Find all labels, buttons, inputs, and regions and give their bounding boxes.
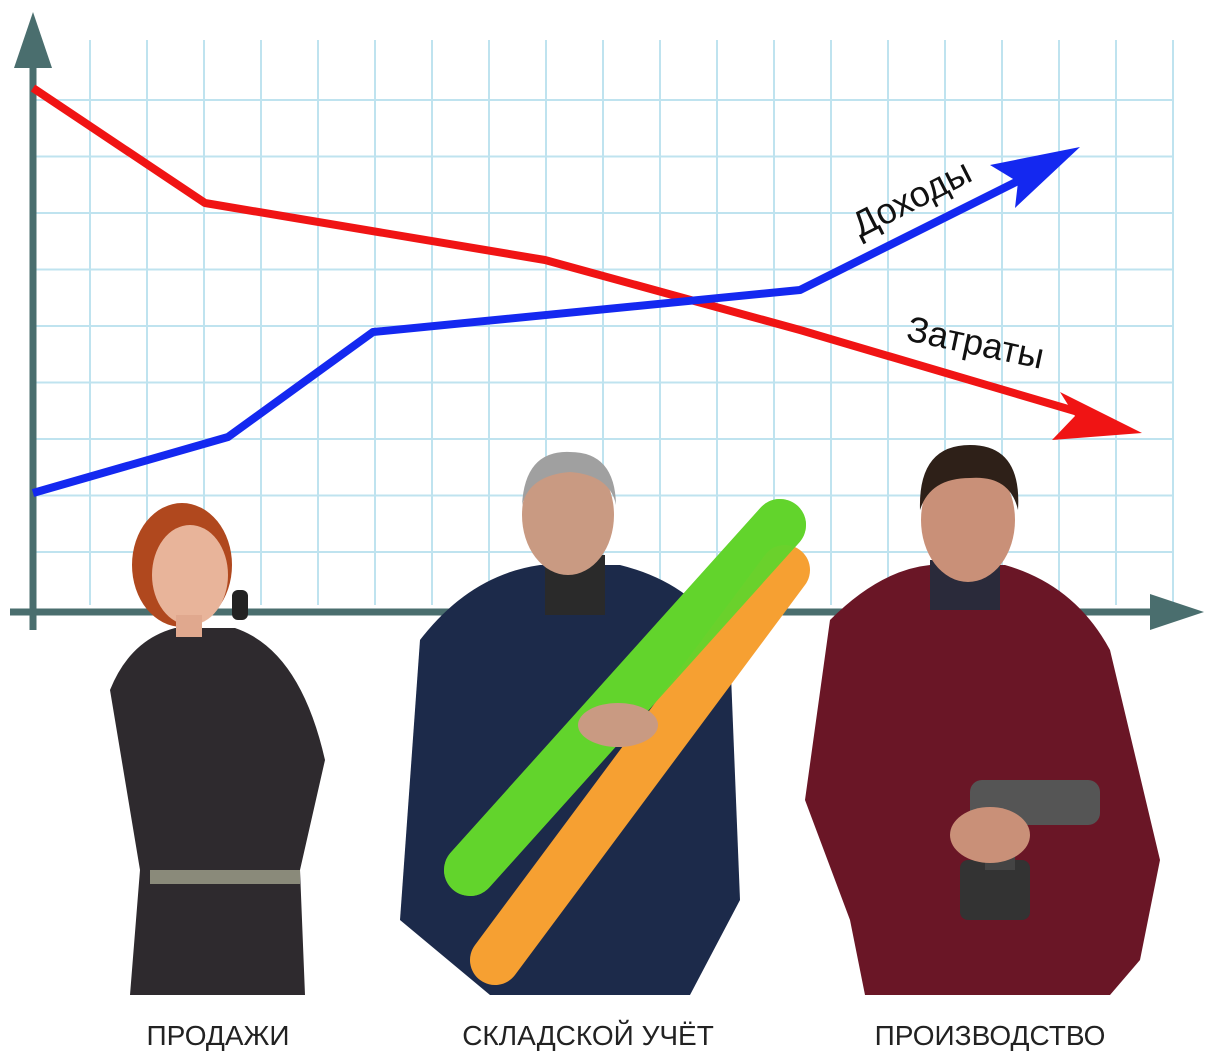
caption: ПРОДАЖИ (147, 1020, 290, 1051)
caption: ПРОИЗВОДСТВО (875, 1020, 1106, 1051)
cost-line (30, 84, 1142, 440)
caption: СКЛАДСКОЙ УЧЁТ (462, 1020, 714, 1051)
x-axis-arrow (1150, 594, 1204, 630)
y-axis-arrow (14, 12, 52, 68)
person-production (805, 445, 1160, 995)
income-line (31, 147, 1080, 497)
person-warehouse (400, 451, 810, 995)
person-sales (110, 503, 325, 995)
